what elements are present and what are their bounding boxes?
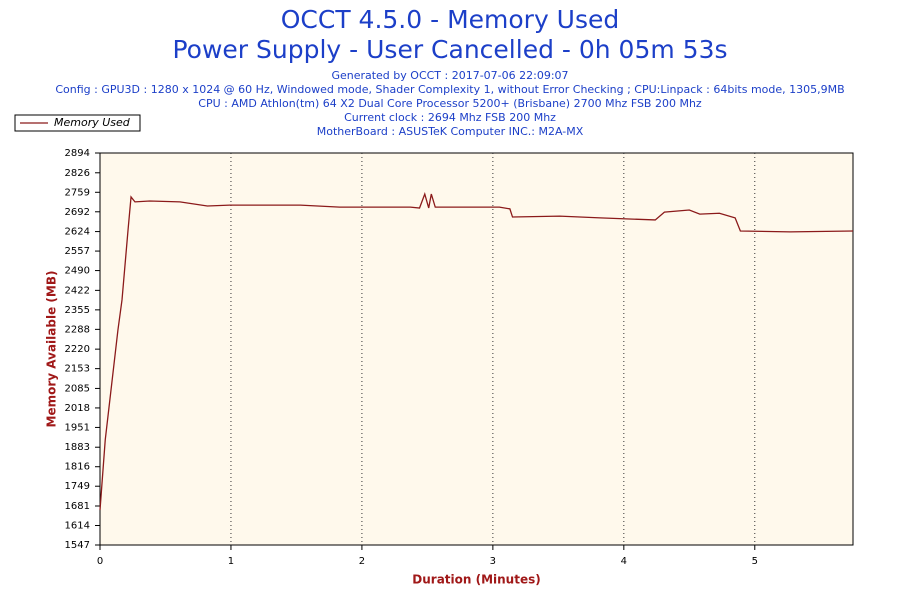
- subtitle: Current clock : 2694 Mhz FSB 200 Mhz: [344, 111, 556, 124]
- y-tick-label: 2085: [65, 383, 90, 394]
- plot-area: [99, 152, 854, 546]
- y-tick-label: 2557: [65, 246, 90, 257]
- subtitle: MotherBoard : ASUSTeK Computer INC.: M2A…: [317, 125, 584, 138]
- legend-label: Memory Used: [54, 116, 131, 129]
- subtitle: CPU : AMD Athlon(tm) 64 X2 Dual Core Pro…: [198, 97, 702, 110]
- y-tick-label: 2759: [65, 187, 90, 198]
- y-tick-label: 2894: [65, 148, 90, 159]
- x-tick-label: 2: [359, 556, 365, 567]
- y-tick-label: 1951: [65, 422, 90, 433]
- y-tick-label: 2490: [65, 266, 90, 277]
- y-axis-label: Memory Available (MB): [45, 271, 59, 428]
- x-axis-label: Duration (Minutes): [412, 573, 540, 587]
- x-tick-label: 1: [228, 556, 234, 567]
- y-tick-label: 2826: [65, 168, 90, 179]
- y-tick-label: 2422: [65, 285, 90, 296]
- data-line: [99, 191, 854, 511]
- x-tick-label: 3: [490, 556, 496, 567]
- y-tick-label: 1547: [65, 540, 90, 551]
- chart-title: Power Supply - User Cancelled - 0h 05m 5…: [172, 35, 727, 64]
- y-tick-label: 1681: [65, 501, 90, 512]
- x-tick-label: 4: [621, 556, 627, 567]
- y-tick-label: 1749: [65, 481, 90, 492]
- y-tick-label: 1816: [65, 462, 90, 473]
- subtitle: Config : GPU3D : 1280 x 1024 @ 60 Hz, Wi…: [55, 83, 844, 96]
- y-tick-label: 1614: [65, 521, 90, 532]
- y-tick-label: 2018: [65, 403, 90, 414]
- subtitle: Generated by OCCT : 2017-07-06 22:09:07: [331, 69, 568, 82]
- y-tick-label: 2355: [65, 305, 90, 316]
- y-tick-label: 2624: [65, 227, 90, 238]
- y-tick-label: 2153: [65, 364, 90, 375]
- y-tick-label: 2692: [65, 207, 90, 218]
- chart-title: OCCT 4.5.0 - Memory Used: [281, 5, 620, 34]
- x-tick-label: 5: [752, 556, 758, 567]
- x-tick-label: 0: [97, 556, 103, 567]
- legend-box: [14, 114, 141, 132]
- y-tick-label: 2220: [65, 344, 90, 355]
- y-tick-label: 1883: [65, 442, 90, 453]
- y-tick-label: 2288: [65, 324, 90, 335]
